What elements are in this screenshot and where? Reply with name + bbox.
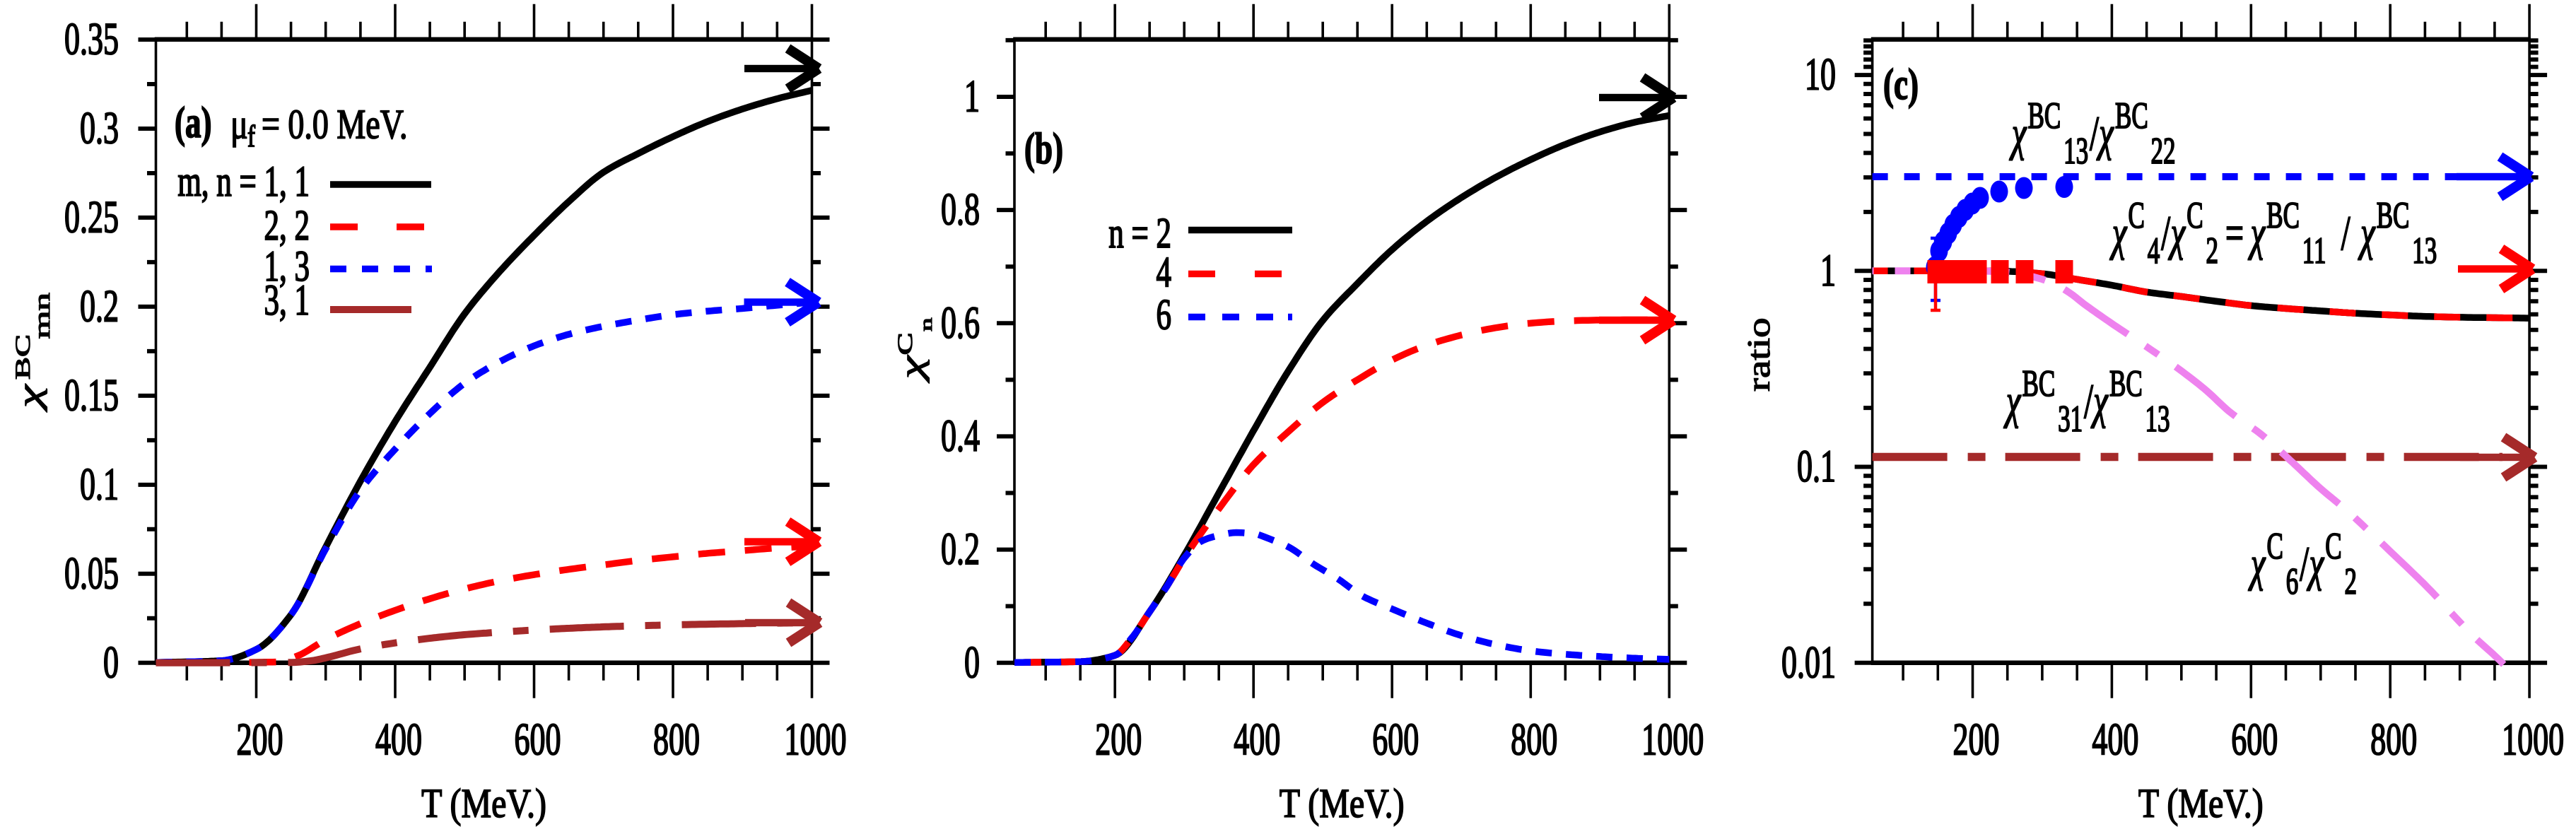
svg-text:4: 4 [2148, 230, 2160, 271]
svg-text:2: 2 [2345, 560, 2358, 602]
svg-text:n = 2: n = 2 [1108, 210, 1171, 257]
svg-text:/: / [2341, 206, 2350, 260]
svg-text:= 0.0 MeV.: = 0.0 MeV. [262, 100, 407, 148]
svg-text:BC: BC [11, 334, 35, 380]
svg-text:4: 4 [1156, 249, 1171, 296]
svg-text:/: / [2300, 537, 2309, 591]
svg-text:χ: χ [2168, 206, 2186, 260]
svg-text:2: 2 [2206, 230, 2219, 271]
svg-text:600: 600 [2231, 714, 2278, 765]
svg-text:600: 600 [515, 714, 561, 765]
svg-text:0: 0 [103, 637, 119, 688]
svg-text:800: 800 [1511, 714, 1557, 765]
svg-text:1000: 1000 [785, 714, 847, 765]
svg-text:1: 1 [964, 71, 980, 122]
svg-text:0.1: 0.1 [80, 459, 119, 510]
svg-text:χ: χ [2358, 206, 2375, 260]
svg-text:13: 13 [2145, 398, 2170, 440]
svg-text:χ: χ [2248, 206, 2266, 260]
svg-text:200: 200 [237, 714, 283, 765]
svg-text:0.25: 0.25 [64, 192, 119, 243]
svg-text:0: 0 [964, 637, 980, 688]
svg-text:400: 400 [375, 714, 422, 765]
svg-text:T (MeV.): T (MeV.) [421, 780, 546, 827]
svg-text:f: f [247, 120, 255, 153]
svg-text:400: 400 [2092, 714, 2138, 765]
svg-text:11: 11 [2302, 230, 2326, 271]
svg-text:31: 31 [2058, 398, 2083, 440]
svg-text:3, 1: 3, 1 [264, 277, 310, 324]
svg-text:1: 1 [1820, 245, 1836, 296]
svg-text:BC: BC [2115, 95, 2148, 136]
svg-text:1, 3: 1, 3 [264, 243, 310, 290]
svg-text:1000: 1000 [1641, 714, 1704, 765]
svg-text:600: 600 [1372, 714, 1419, 765]
svg-text:(a): (a) [175, 98, 211, 147]
svg-text:C: C [2325, 525, 2341, 567]
svg-text:/: / [2090, 107, 2099, 160]
svg-text:0.8: 0.8 [941, 184, 980, 235]
svg-text:/: / [2084, 375, 2093, 428]
svg-text:200: 200 [1095, 714, 1142, 765]
svg-text:800: 800 [2370, 714, 2417, 765]
svg-text:(b): (b) [1024, 124, 1063, 173]
svg-text:C: C [893, 332, 917, 355]
svg-text:/: / [2161, 206, 2170, 260]
svg-text:0.1: 0.1 [1797, 441, 1836, 493]
svg-text:C: C [2267, 525, 2283, 567]
svg-text:mn: mn [30, 293, 54, 339]
svg-text:T (MeV.): T (MeV.) [2138, 780, 2264, 827]
svg-text:χ: χ [2090, 375, 2108, 428]
svg-text:6: 6 [2286, 560, 2299, 602]
svg-text:800: 800 [653, 714, 700, 765]
svg-text:n: n [916, 318, 935, 331]
svg-text:0.6: 0.6 [941, 297, 980, 348]
svg-text:0.35: 0.35 [64, 13, 119, 65]
svg-text:0.01: 0.01 [1781, 637, 1836, 688]
svg-text:400: 400 [1234, 714, 1280, 765]
svg-text:T (MeV.): T (MeV.) [1280, 780, 1405, 827]
svg-text:1000: 1000 [2502, 714, 2564, 765]
svg-text:0.15: 0.15 [64, 370, 119, 421]
svg-text:0.2: 0.2 [941, 524, 980, 575]
svg-text:BC: BC [2266, 194, 2300, 236]
svg-text:BC: BC [2109, 363, 2143, 404]
svg-text:C: C [2129, 194, 2145, 236]
svg-text:χ: χ [894, 354, 930, 383]
svg-text:0.2: 0.2 [80, 281, 119, 332]
svg-text:χ: χ [12, 383, 48, 412]
svg-text:χ: χ [2109, 206, 2127, 260]
svg-text:μ: μ [230, 100, 248, 148]
svg-text:2, 2: 2, 2 [264, 202, 310, 249]
svg-text:χ: χ [2096, 107, 2114, 160]
svg-text:m, n = 1, 1: m, n = 1, 1 [177, 158, 310, 206]
svg-text:χ: χ [2003, 375, 2021, 428]
svg-text:13: 13 [2063, 130, 2088, 172]
svg-text:6: 6 [1156, 291, 1171, 339]
svg-text:BC: BC [2028, 95, 2061, 136]
svg-text:χ: χ [2248, 537, 2266, 591]
svg-text:BC: BC [2377, 194, 2410, 236]
svg-text:200: 200 [1953, 714, 2000, 765]
svg-text:χ: χ [2009, 107, 2027, 160]
svg-text:13: 13 [2412, 230, 2437, 271]
svg-text:0.3: 0.3 [80, 102, 119, 154]
svg-text:10: 10 [1805, 49, 1836, 100]
svg-text:0.05: 0.05 [64, 548, 119, 599]
svg-text:=: = [2225, 206, 2244, 260]
svg-text:BC: BC [2022, 363, 2056, 404]
svg-text:C: C [2186, 194, 2203, 236]
svg-text:0.4: 0.4 [941, 411, 980, 462]
svg-text:22: 22 [2151, 130, 2176, 172]
svg-text:ratio: ratio [1742, 317, 1777, 392]
svg-text:(c): (c) [1883, 59, 1919, 109]
svg-text:χ: χ [2307, 537, 2324, 591]
